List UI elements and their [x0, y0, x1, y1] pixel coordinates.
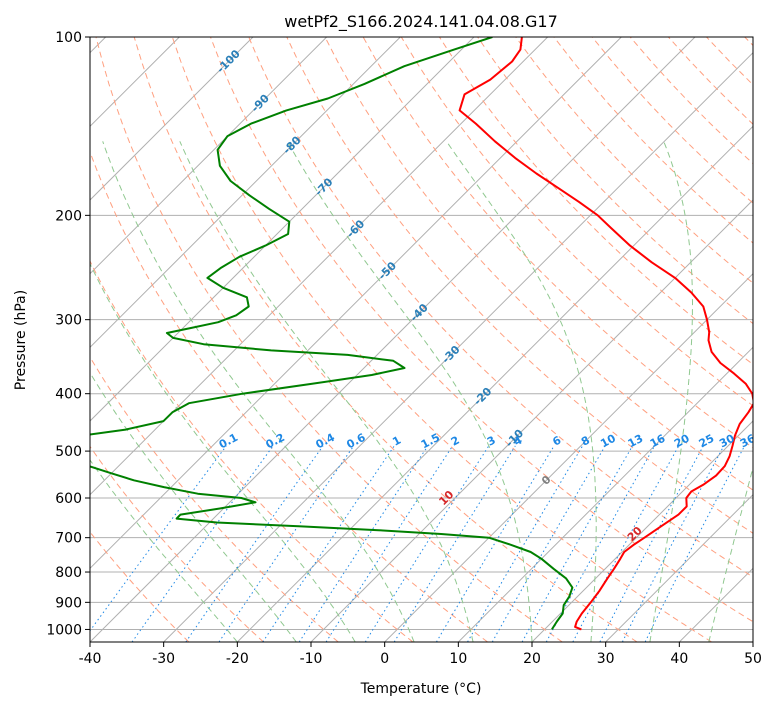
isotherm-line: [457, 346, 753, 642]
mixing-ratio-label: 13: [626, 432, 646, 451]
mixing-ratio-label: 16: [648, 432, 668, 451]
x-tick-label: -40: [79, 651, 102, 667]
mixing-ratio-line: [572, 445, 680, 642]
moist-adiabat-line: [179, 141, 474, 642]
dry-adiabat-line: [171, 37, 712, 642]
mixing-ratio-label: 10: [598, 432, 618, 451]
x-tick-label: 40: [670, 651, 688, 667]
y-tick-label: 600: [55, 491, 82, 507]
y-tick-label: 900: [55, 595, 82, 611]
dewpoint-profile-line: [90, 37, 574, 630]
moist-adiabat-line: [649, 141, 693, 642]
mixing-ratio-line: [262, 445, 395, 642]
moist-adiabat-line: [708, 465, 753, 642]
dry-adiabat-line: [90, 445, 264, 642]
temperature-profile-line: [458, 37, 753, 631]
isotherm-line: [384, 272, 753, 642]
mixing-ratio-label: 25: [697, 432, 717, 451]
isotherm-line: [236, 125, 753, 642]
dry-adiabat-line: [324, 37, 753, 491]
y-tick-label: 300: [55, 313, 82, 329]
y-tick-label: 500: [55, 444, 82, 460]
chart-series: [90, 37, 753, 631]
x-tick-label: 20: [523, 651, 541, 667]
x-axis-title: Temperature (°C): [360, 681, 482, 697]
dry-adiabat-line: [95, 37, 563, 642]
isotherm-line: [531, 420, 753, 642]
moist-adiabat-line: [102, 141, 415, 642]
y-tick-label: 1000: [46, 622, 82, 638]
mixing-ratio-line: [491, 445, 606, 642]
isotherm-line: [163, 51, 753, 642]
y-tick-label: 200: [55, 208, 82, 224]
mixing-ratio-line: [298, 445, 429, 642]
isotherm-line: [90, 37, 696, 642]
y-tick-label: 400: [55, 387, 82, 403]
y-tick-label: 800: [55, 565, 82, 581]
isotherm-line: [90, 37, 401, 349]
dry-adiabat-line: [210, 37, 753, 623]
x-tick-label: 50: [744, 651, 762, 667]
mixing-ratio-line: [364, 445, 490, 642]
mixing-ratio-label: 36: [738, 432, 758, 451]
mixing-ratio-line: [325, 445, 454, 642]
x-tick-label: -30: [152, 651, 175, 667]
plot-frame: [89, 36, 754, 643]
isotherm-line: [90, 37, 622, 570]
moist-adiabat-line: [90, 262, 356, 642]
mixing-ratio-label: 20: [672, 432, 692, 451]
mixing-ratio-line: [393, 445, 516, 642]
y-tick-label: 700: [55, 531, 82, 547]
y-tick-label: 100: [55, 30, 82, 46]
mixing-ratio-line: [435, 445, 555, 642]
moist-adiabat-line: [90, 459, 238, 642]
isotherm-line: [90, 37, 254, 201]
moist-adiabat-line: [90, 371, 297, 642]
dry-adiabat-line: [286, 37, 753, 534]
dry-adiabat-line: [248, 37, 753, 578]
mixing-ratio-label: 30: [717, 432, 737, 451]
isotherm-line: [605, 493, 753, 642]
x-tick-label: -10: [300, 651, 323, 667]
moist-adiabat-line: [287, 141, 533, 642]
moist-adiabat-line: [446, 141, 597, 642]
y-axis-title: Pressure (hPa): [13, 290, 29, 390]
dry-adiabat-line: [90, 259, 414, 642]
dry-adiabat-line: [515, 37, 753, 284]
x-tick-label: 10: [449, 651, 467, 667]
dry-adiabat-line: [133, 37, 638, 642]
x-tick-label: -20: [226, 651, 249, 667]
chart-axes: -40 -30 -20 -10 0 10 20 30 40 50 100 200 300 400 500 60…: [46, 30, 762, 667]
chart-grid: [90, 37, 753, 642]
x-tick-label: 30: [597, 651, 615, 667]
x-tick-label: 0: [380, 651, 389, 667]
chart-title: wetPf2_S166.2024.141.04.08.G17: [284, 12, 558, 32]
isotherm-line: [90, 37, 475, 422]
isotherm-line: [90, 37, 549, 496]
mixing-ratio-line: [521, 445, 633, 642]
mixing-ratio-line: [467, 445, 584, 642]
